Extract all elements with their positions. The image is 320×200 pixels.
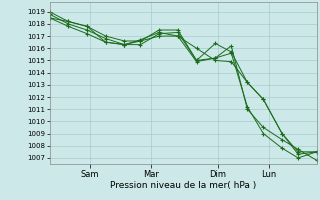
X-axis label: Pression niveau de la mer( hPa ): Pression niveau de la mer( hPa ) [110, 181, 256, 190]
